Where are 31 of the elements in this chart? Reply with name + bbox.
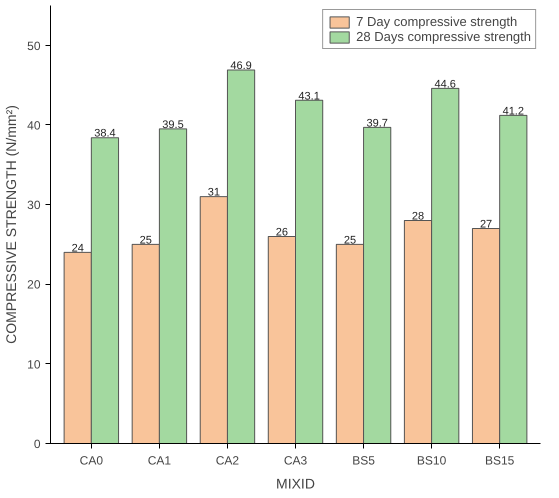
y-tick-label: 40 xyxy=(27,118,41,132)
x-tick-label: CA0 xyxy=(80,454,104,468)
data-label: 26 xyxy=(276,226,288,238)
data-label: 44.6 xyxy=(434,78,456,90)
y-tick-label: 0 xyxy=(34,437,41,451)
x-axis-title: MIXID xyxy=(276,476,315,492)
x-tick-label: BS15 xyxy=(484,454,515,468)
data-label: 39.7 xyxy=(366,117,388,130)
y-tick-label: 50 xyxy=(27,38,41,53)
x-tick-label: CA2 xyxy=(216,454,240,468)
data-label: 41.2 xyxy=(502,105,524,118)
x-tick-label: BS10 xyxy=(416,454,447,468)
y-tick-label: 30 xyxy=(27,198,41,212)
y-tick-label: 10 xyxy=(27,357,41,372)
legend-label: 28 Days compressive strength xyxy=(356,29,531,44)
data-label: 31 xyxy=(208,186,220,199)
data-label: 28 xyxy=(412,210,424,223)
y-axis-title: COMPRESSIVE STRENGTH (N/mm²) xyxy=(3,105,20,344)
data-label: 24 xyxy=(72,242,84,254)
data-label: 39.5 xyxy=(162,118,184,131)
data-label: 25 xyxy=(140,234,152,246)
data-label: 25 xyxy=(344,234,356,246)
x-tick-label: CA1 xyxy=(148,454,172,468)
y-tick-label: 20 xyxy=(27,278,41,292)
data-label: 38.4 xyxy=(94,128,116,140)
x-tick-label: BS5 xyxy=(352,454,376,468)
data-label: 46.9 xyxy=(230,60,252,72)
data-label: 27 xyxy=(480,218,492,230)
data-label: 43.1 xyxy=(298,90,320,102)
x-tick-label: CA3 xyxy=(284,454,308,468)
legend-label: 7 Day compressive strength xyxy=(356,14,518,29)
